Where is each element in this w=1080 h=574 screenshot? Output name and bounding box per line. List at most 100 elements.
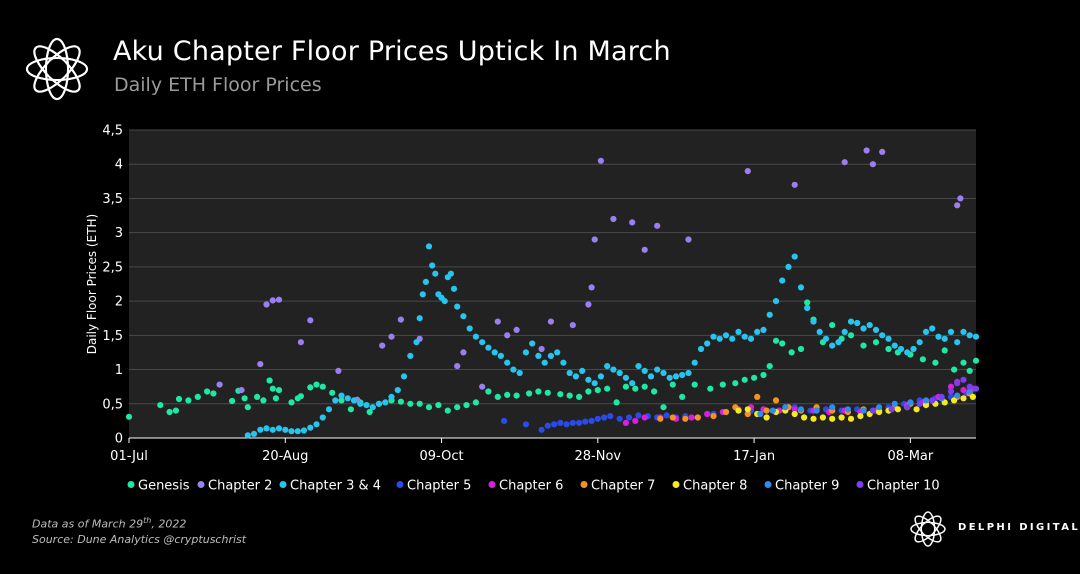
data-point [282, 426, 289, 433]
data-point [910, 345, 917, 353]
y-axis-label: Daily Floor Prices (ETH) [85, 214, 99, 354]
data-point [697, 345, 705, 353]
logo-icon [25, 37, 89, 101]
data-point [879, 332, 886, 339]
data-point [791, 406, 798, 413]
data-point [557, 419, 564, 426]
data-point [835, 339, 842, 346]
data-point [854, 319, 861, 327]
data-point [960, 359, 967, 366]
data-point [797, 406, 805, 413]
data-point [947, 383, 955, 390]
data-point [588, 284, 595, 291]
data-point [422, 278, 429, 285]
series-chapter-3-4 [244, 243, 980, 439]
data-point [947, 328, 955, 335]
data-point [157, 402, 164, 409]
data-point [960, 328, 967, 335]
data-point [754, 328, 761, 335]
legend-item: Genesis [127, 479, 190, 494]
data-point [647, 373, 655, 380]
data-point [479, 339, 486, 346]
data-point [660, 404, 667, 411]
data-point [841, 328, 848, 335]
data-point [382, 399, 389, 406]
data-point [654, 222, 661, 229]
data-point [810, 318, 817, 325]
data-point [929, 325, 936, 332]
data-point [425, 404, 433, 411]
x-tick-label: 09-Oct [420, 449, 464, 464]
data-point [513, 392, 520, 399]
data-point [622, 374, 630, 381]
data-point [522, 349, 530, 356]
data-point [929, 397, 936, 404]
data-point [841, 159, 848, 166]
data-point [635, 363, 642, 370]
data-point [829, 342, 836, 349]
legend-item: Chapter 7 [580, 479, 655, 494]
data-point [641, 414, 648, 421]
data-point [966, 383, 973, 390]
data-point [541, 359, 548, 366]
y-tick-label: 4 [115, 158, 123, 173]
data-point [916, 339, 923, 346]
data-point [766, 363, 773, 370]
data-point [588, 417, 595, 424]
data-point [419, 291, 426, 298]
data-point [363, 402, 370, 409]
data-point [210, 390, 217, 397]
data-point [460, 313, 467, 320]
data-point [954, 339, 961, 346]
data-point [685, 369, 692, 377]
y-axis-ticks: 0 0,5 1 1,5 2 2,5 3 3,5 4 4,5 [102, 124, 123, 447]
legend-marker [279, 481, 287, 488]
data-point [407, 352, 414, 359]
data-point [844, 406, 852, 413]
data-point [704, 340, 711, 347]
data-point [485, 388, 492, 395]
data-point [860, 342, 867, 349]
data-point [669, 381, 676, 388]
data-point [244, 404, 251, 411]
y-tick-label: 1 [115, 363, 123, 378]
legend-marker [127, 481, 135, 488]
data-point [744, 406, 751, 413]
data-point [238, 387, 245, 394]
legend-label: Chapter 2 [208, 479, 272, 494]
data-point [894, 406, 902, 413]
data-point [407, 400, 414, 407]
data-point [447, 270, 454, 277]
legend-item: Chapter 5 [396, 479, 471, 494]
data-point [754, 393, 761, 400]
data-point [379, 342, 386, 349]
chart-title: Aku Chapter Floor Prices Uptick In March [113, 36, 671, 67]
data-point [691, 359, 698, 366]
data-point [622, 419, 630, 426]
legend-marker [396, 481, 404, 488]
data-point [788, 349, 795, 356]
data-point [538, 345, 545, 353]
data-point [350, 397, 358, 404]
data-point [888, 406, 895, 413]
data-point [397, 316, 404, 323]
data-point [972, 357, 980, 364]
data-point [763, 414, 770, 421]
data-point [791, 181, 798, 188]
data-point [494, 393, 501, 400]
data-point [691, 381, 698, 388]
data-point [685, 236, 692, 243]
data-point [797, 345, 805, 353]
data-point [876, 404, 883, 411]
plot-area [129, 130, 976, 438]
data-point [801, 414, 808, 421]
legend-item: Chapter 6 [488, 479, 563, 494]
data-point [604, 385, 611, 392]
data-point [719, 381, 726, 388]
data-point [604, 363, 611, 370]
legend-marker [580, 481, 588, 488]
data-point [416, 400, 423, 407]
y-tick-label: 3 [115, 226, 123, 241]
data-point [579, 367, 586, 374]
data-point [172, 407, 179, 414]
